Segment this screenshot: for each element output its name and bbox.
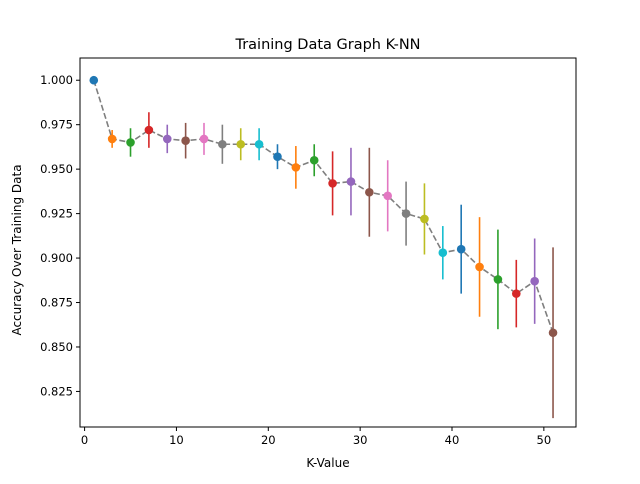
data-point-k21 [273,152,282,161]
data-point-k7 [144,125,154,135]
data-point-k29 [346,177,356,186]
x-tick-label: 10 [169,433,184,447]
y-tick-label: 0.975 [40,118,73,132]
data-point-k33 [383,191,393,201]
axes: 0 10 20 30 40 50 0.825 0.850 0.875 0.900 0.925 0.95… [40,57,577,447]
y-tick-label: 1.000 [40,73,73,87]
data-point-k19 [254,139,264,149]
y-tick-label: 0.875 [40,296,73,310]
data-point-k15 [218,139,227,149]
x-tick-label: 30 [353,433,368,447]
data-point-k45 [493,275,503,284]
data-point-k3 [107,134,117,144]
data-point-k43 [475,262,484,272]
data-point-k31 [365,187,374,197]
y-tick-label: 0.925 [40,207,73,221]
plot-area [89,75,558,419]
x-tick-label: 0 [81,433,88,447]
y-tick-label: 0.900 [40,251,73,265]
x-axis-label: K-Value [306,456,349,470]
y-tick-label: 0.850 [40,340,73,354]
x-tick-label: 50 [537,433,552,447]
data-point-k17 [236,139,246,149]
data-point-k37 [420,214,429,224]
data-point-k39 [438,248,448,258]
data-point-k9 [162,134,172,144]
data-point-k51 [548,328,558,338]
y-tick-label: 0.825 [40,384,73,398]
data-point-k49 [530,276,539,286]
data-point-k23 [291,163,301,172]
data-point-k25 [309,155,319,165]
axes-frame [79,57,577,428]
data-point-k35 [401,209,411,218]
data-point-k27 [328,179,337,188]
x-tick-label: 20 [261,433,276,447]
y-tick-label: 0.950 [40,162,73,176]
data-point-k1 [89,75,99,85]
data-point-k41 [456,244,466,254]
chart-title: Training Data Graph K-NN [234,37,420,53]
y-axis-label: Accuracy Over Training Data [10,164,24,335]
x-tick-label: 40 [445,433,460,447]
data-point-k13 [199,134,209,144]
data-point-k47 [511,289,521,298]
data-point-k5 [126,138,135,147]
data-point-k11 [181,136,190,145]
